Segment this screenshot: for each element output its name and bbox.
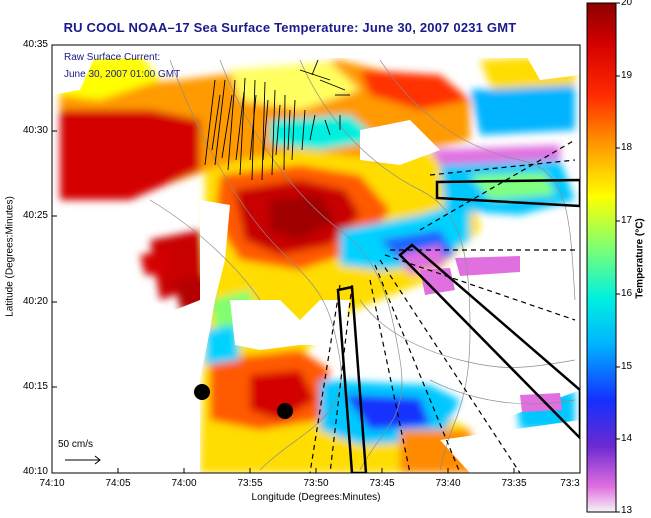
colorbar-tick: 16 (621, 288, 633, 299)
x-tick: 74:05 (105, 478, 131, 489)
x-tick: 73:3 (560, 478, 580, 489)
x-tick: 73:35 (501, 478, 527, 489)
colorbar-tick: 18 (621, 142, 633, 153)
y-tick: 40:20 (22, 296, 48, 307)
x-tick: 73:55 (237, 478, 263, 489)
current-vectors (204, 59, 350, 181)
current-time-label: June 30, 2007 01:00 GMT (64, 69, 181, 80)
coverage-lines (309, 139, 576, 473)
x-tick: 74:00 (171, 478, 197, 489)
x-tick: 73:40 (435, 478, 461, 489)
axis-ticks (51, 44, 581, 474)
x-tick: 73:50 (303, 478, 329, 489)
colorbar-title: Temperature (°C) (634, 218, 646, 299)
colorbar-tick: 14 (621, 433, 633, 444)
marker-station-2[interactable] (277, 403, 293, 419)
colorbar-tick: 19 (621, 70, 633, 81)
y-tick: 40:10 (22, 466, 48, 477)
y-tick: 40:35 (22, 39, 48, 50)
x-tick: 74:10 (39, 478, 65, 489)
y-tick: 40:30 (22, 125, 48, 136)
y-tick: 40:15 (22, 381, 48, 392)
scale-label: 50 cm/s (58, 439, 94, 450)
colorbar-tick: 20 (621, 0, 633, 8)
current-label: Raw Surface Current: (64, 52, 161, 63)
colorbar-tick: 15 (621, 361, 633, 372)
y-tick: 40:25 (22, 210, 48, 221)
colorbar-tick: 17 (621, 215, 633, 226)
temperature-field (52, 45, 580, 473)
colorbar-tick: 13 (621, 505, 633, 516)
bathymetry-contours (149, 59, 576, 471)
colorbar (586, 2, 617, 513)
x-axis-title: Longitude (Degrees:Minutes) (251, 492, 381, 503)
colorbar-ticks (616, 2, 620, 513)
x-tick: 73:45 (369, 478, 395, 489)
transect-boxes (336, 178, 580, 473)
map-title: RU COOL NOAA–17 Sea Surface Temperature:… (63, 20, 517, 35)
scale-arrow (65, 455, 101, 465)
y-axis-title: Latitude (Degrees:Minutes) (4, 196, 16, 317)
marker-station-1[interactable] (194, 384, 210, 400)
